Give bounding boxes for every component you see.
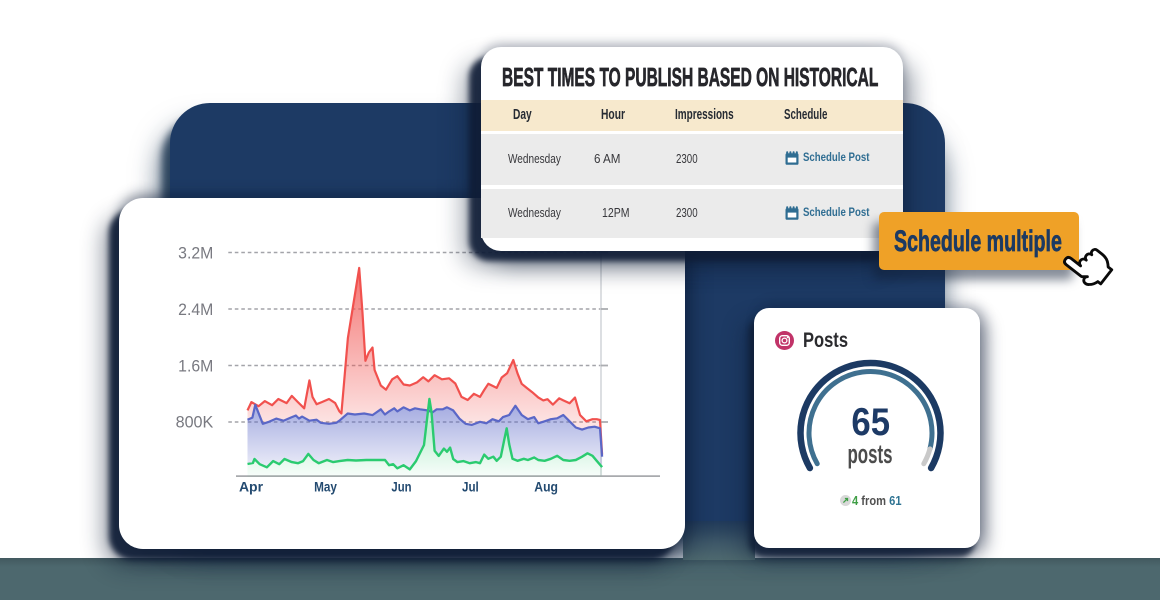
svg-text:2.4M: 2.4M bbox=[178, 301, 213, 320]
svg-text:1.6M: 1.6M bbox=[178, 357, 213, 376]
svg-text:Jul: Jul bbox=[462, 478, 479, 494]
svg-text:Apr: Apr bbox=[239, 479, 264, 495]
svg-text:Jun: Jun bbox=[391, 478, 411, 494]
svg-text:800K: 800K bbox=[176, 412, 214, 431]
svg-text:May: May bbox=[314, 479, 338, 495]
svg-text:Aug: Aug bbox=[534, 479, 558, 495]
svg-text:3.2M: 3.2M bbox=[178, 244, 213, 263]
